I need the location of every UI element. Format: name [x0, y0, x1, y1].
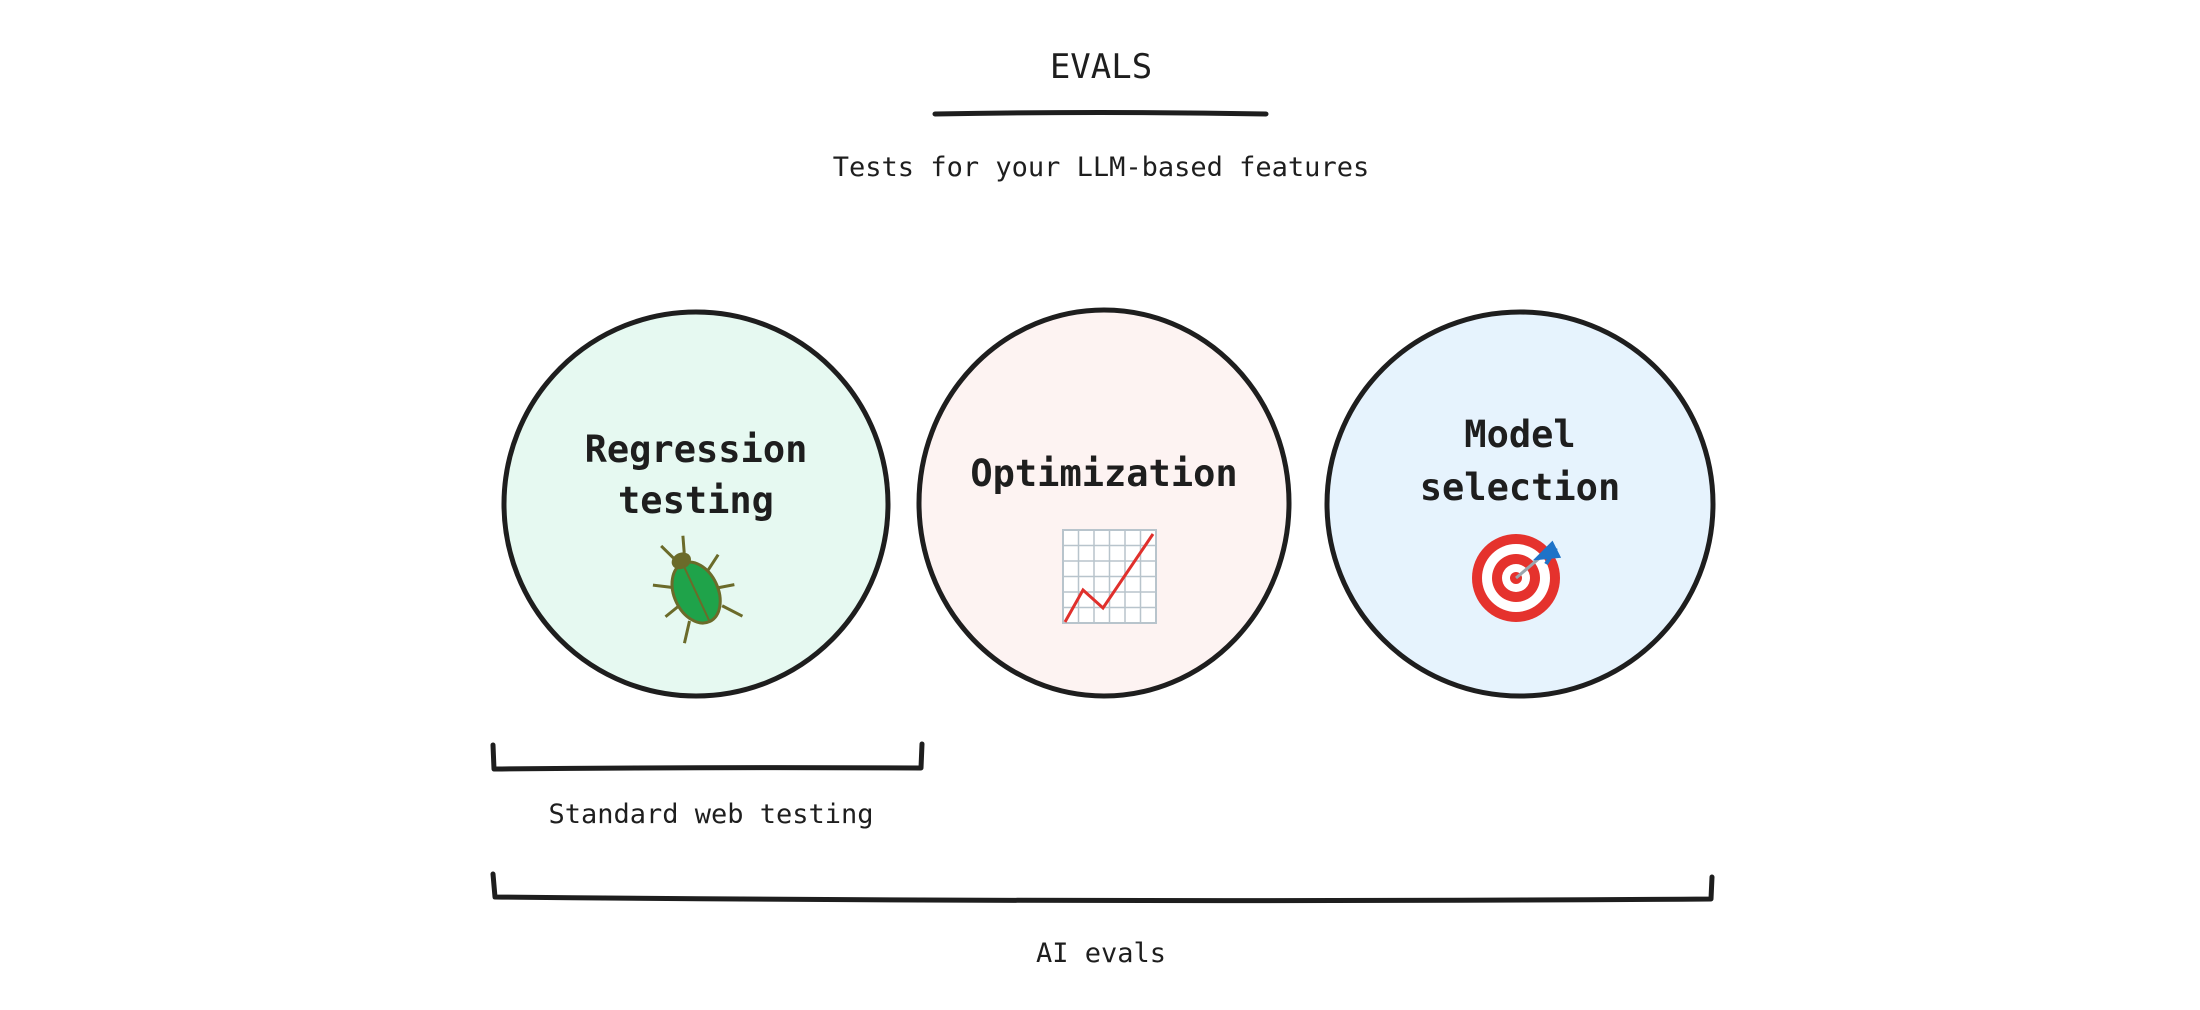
circle-shape — [1324, 309, 1716, 699]
circle-label-line1: Regression — [585, 428, 808, 471]
circle-label: Optimization — [970, 452, 1237, 495]
bracket-label-ai-evals: AI evals — [1036, 938, 1166, 969]
chart-increasing-icon — [1062, 529, 1157, 624]
circle-shape — [501, 309, 891, 699]
circle-optimization: Optimization — [916, 307, 1292, 699]
beetle-icon — [652, 535, 744, 644]
circle-regression-testing: Regression testing — [501, 309, 891, 699]
circle-label-line1: Model — [1464, 413, 1575, 456]
bracket-label-standard-web-testing: Standard web testing — [548, 799, 873, 830]
direct-hit-target-icon — [1472, 534, 1562, 622]
circle-label-line2: selection — [1420, 466, 1620, 509]
circle-shape — [916, 307, 1292, 699]
bracket-standard-web-testing — [490, 741, 925, 772]
circle-label-line2: testing — [618, 479, 774, 522]
bracket-ai-evals — [490, 871, 1715, 904]
diagram-subtitle: Tests for your LLM-based features — [833, 152, 1369, 183]
title-underline — [932, 110, 1269, 117]
circle-model-selection: Model selection — [1324, 309, 1716, 699]
diagram-title: EVALS — [1050, 47, 1152, 87]
